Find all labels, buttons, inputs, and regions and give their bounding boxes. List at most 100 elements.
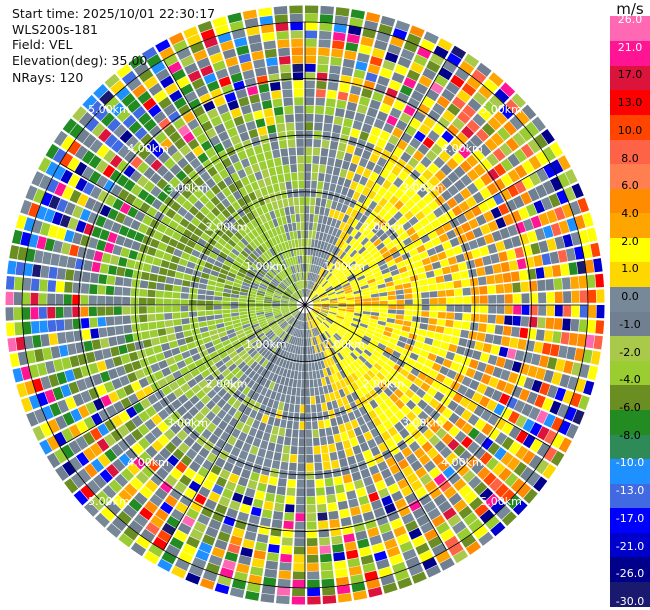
velocity-gate bbox=[305, 38, 317, 47]
velocity-gate bbox=[422, 393, 433, 404]
velocity-gate bbox=[418, 550, 434, 563]
velocity-gate bbox=[255, 297, 264, 301]
velocity-gate bbox=[67, 140, 82, 156]
velocity-gate bbox=[51, 211, 64, 226]
velocity-gate bbox=[236, 563, 250, 574]
velocity-gate bbox=[542, 463, 557, 480]
velocity-gate bbox=[427, 386, 438, 397]
velocity-gate bbox=[47, 224, 59, 239]
velocity-gate bbox=[294, 311, 300, 318]
velocity-gate bbox=[165, 544, 181, 557]
velocity-gate bbox=[375, 175, 386, 186]
velocity-gate bbox=[382, 179, 392, 190]
velocity-gate bbox=[247, 399, 256, 409]
velocity-gate bbox=[198, 486, 211, 498]
velocity-gate bbox=[437, 290, 446, 297]
velocity-gate bbox=[222, 187, 232, 198]
velocity-gate bbox=[281, 216, 287, 225]
velocity-gate bbox=[413, 238, 423, 248]
velocity-gate bbox=[376, 279, 385, 285]
velocity-gate bbox=[185, 336, 194, 344]
velocity-gate bbox=[137, 90, 152, 105]
velocity-gate bbox=[333, 23, 347, 34]
velocity-gate bbox=[306, 446, 313, 455]
velocity-gate bbox=[174, 481, 187, 494]
velocity-gate bbox=[268, 270, 276, 278]
velocity-gate bbox=[163, 306, 172, 313]
velocity-gate bbox=[293, 421, 299, 430]
velocity-gate bbox=[498, 251, 508, 262]
velocity-gate bbox=[214, 161, 225, 173]
velocity-gate bbox=[288, 305, 297, 308]
velocity-gate bbox=[306, 429, 312, 438]
velocity-gate bbox=[554, 236, 565, 250]
velocity-gate bbox=[315, 231, 320, 240]
velocity-gate bbox=[263, 576, 277, 587]
velocity-gate bbox=[314, 345, 318, 354]
velocity-gate bbox=[143, 180, 156, 193]
velocity-gate bbox=[401, 325, 411, 333]
velocity-gate bbox=[429, 53, 445, 66]
velocity-gate bbox=[284, 436, 292, 446]
velocity-gate bbox=[318, 314, 325, 321]
velocity-gate bbox=[116, 64, 132, 79]
velocity-gate bbox=[543, 446, 558, 462]
velocity-gate bbox=[247, 302, 255, 305]
velocity-gate bbox=[130, 219, 141, 231]
velocity-gate bbox=[312, 328, 317, 337]
velocity-gate bbox=[219, 378, 229, 388]
velocity-gate bbox=[513, 305, 522, 315]
velocity-gate bbox=[321, 298, 329, 302]
velocity-gate bbox=[298, 272, 301, 281]
velocity-gate bbox=[177, 338, 187, 346]
velocity-gate bbox=[289, 306, 297, 310]
velocity-gate bbox=[492, 335, 502, 345]
velocity-gate bbox=[280, 270, 287, 278]
velocity-gate bbox=[13, 292, 22, 305]
velocity-cells bbox=[5, 5, 605, 605]
velocity-gate bbox=[338, 221, 346, 231]
velocity-gate bbox=[131, 240, 142, 251]
velocity-gate bbox=[437, 459, 450, 472]
velocity-gate bbox=[335, 576, 350, 586]
velocity-gate bbox=[227, 332, 237, 339]
velocity-gate bbox=[369, 153, 380, 164]
velocity-gate bbox=[336, 331, 344, 338]
velocity-gate bbox=[326, 317, 334, 323]
velocity-gate bbox=[307, 563, 319, 572]
velocity-gate bbox=[379, 391, 389, 402]
velocity-gate bbox=[460, 187, 472, 200]
velocity-gate bbox=[280, 300, 289, 303]
velocity-gate bbox=[395, 20, 411, 32]
velocity-gate bbox=[148, 281, 157, 290]
velocity-gate bbox=[202, 479, 215, 491]
velocity-gate bbox=[387, 483, 400, 495]
velocity-gate bbox=[61, 186, 74, 200]
velocity-gate bbox=[255, 307, 264, 311]
velocity-gate bbox=[141, 46, 158, 61]
velocity-gate bbox=[54, 448, 68, 464]
colorbar-segment bbox=[610, 286, 650, 312]
velocity-gate bbox=[417, 272, 427, 280]
velocity-gate bbox=[183, 436, 195, 448]
velocity-gate bbox=[519, 327, 529, 339]
velocity-gate bbox=[271, 246, 279, 255]
velocity-gate bbox=[319, 206, 325, 216]
velocity-gate bbox=[104, 358, 115, 370]
velocity-gate bbox=[458, 146, 471, 159]
velocity-gate bbox=[283, 292, 291, 298]
velocity-gate bbox=[112, 244, 123, 256]
velocity-gate bbox=[335, 7, 350, 17]
velocity-gate bbox=[461, 321, 471, 330]
velocity-gate bbox=[60, 169, 73, 184]
velocity-gate bbox=[404, 257, 414, 266]
velocity-gate bbox=[210, 270, 220, 277]
velocity-gate bbox=[334, 247, 341, 256]
velocity-gate bbox=[395, 399, 405, 410]
velocity-gate bbox=[105, 96, 120, 111]
velocity-gate bbox=[291, 596, 305, 605]
velocity-gate bbox=[296, 138, 304, 147]
velocity-gate bbox=[331, 459, 340, 469]
velocity-gate bbox=[438, 500, 452, 514]
velocity-gate bbox=[347, 429, 356, 439]
